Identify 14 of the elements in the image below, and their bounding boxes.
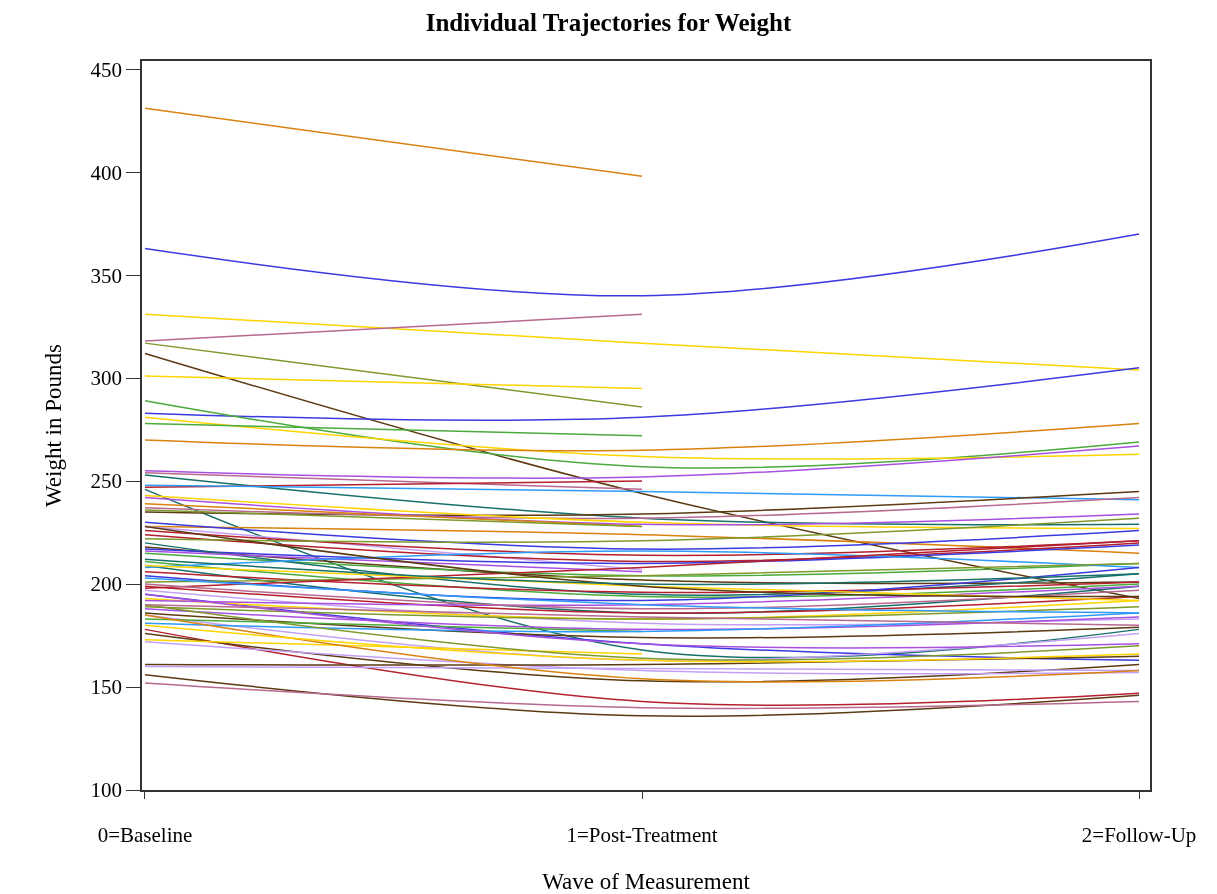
- y-tick-label: 200: [90, 572, 123, 597]
- y-tick-label: 250: [90, 469, 123, 494]
- x-tick-label: 0=Baseline: [97, 822, 193, 847]
- y-tick-label: 450: [90, 57, 123, 82]
- y-tick-label: 150: [90, 675, 123, 700]
- x-tick-label: 1=Post-Treatment: [566, 822, 718, 847]
- x-tick-label: 2=Follow-Up: [1081, 822, 1197, 847]
- x-axis-title: Wave of Measurement: [542, 869, 751, 894]
- chart-title: Individual Trajectories for Weight: [425, 9, 792, 37]
- y-tick-label: 100: [90, 778, 123, 803]
- y-tick-label: 350: [90, 263, 123, 288]
- y-tick-label: 400: [90, 160, 123, 185]
- y-axis-title: Weight in Pounds: [41, 343, 67, 507]
- y-tick-label: 300: [90, 366, 123, 391]
